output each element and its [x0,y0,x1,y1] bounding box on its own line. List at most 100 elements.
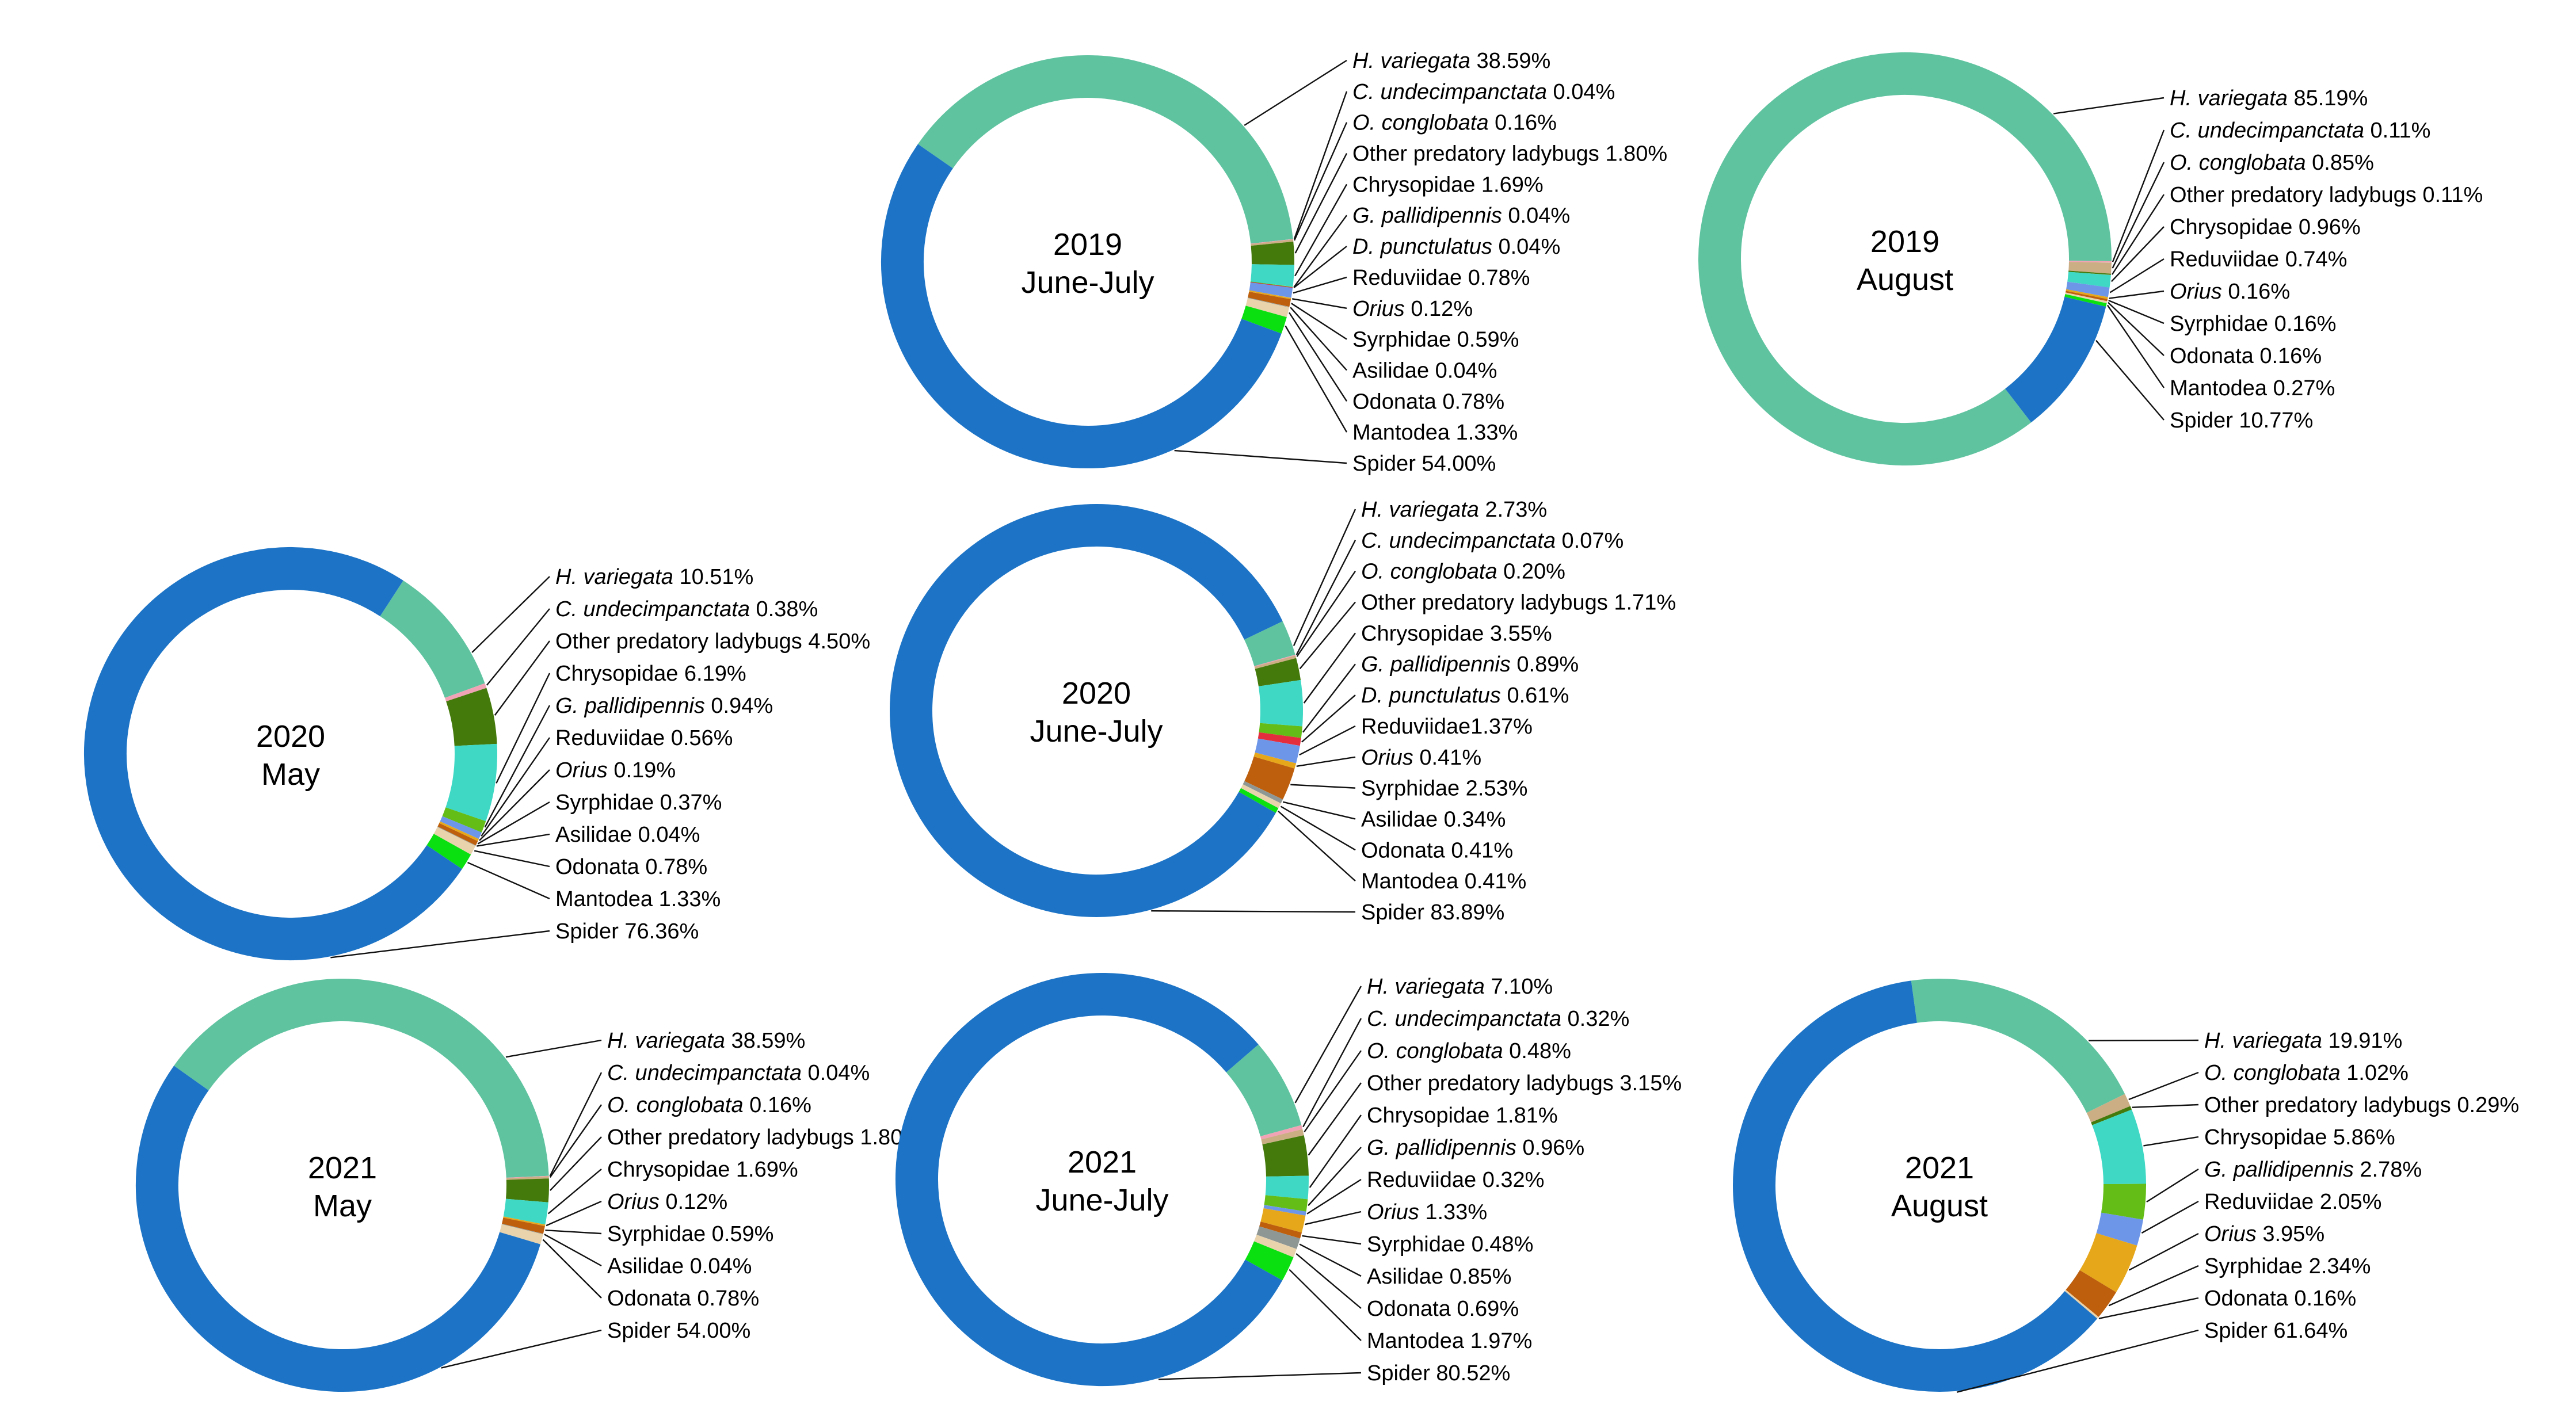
slice-label-orius: Orius 0.19% [555,758,676,782]
slice-label-orius: Orius 0.12% [607,1190,727,1214]
slice-label-name: Mantodea [1352,421,1450,445]
slice-label-value: 0.96% [2292,215,2360,239]
leader-line-mantodea [1278,811,1355,881]
chart-title-period: June-July [1035,1183,1168,1217]
slice-label-chrysopidae: Chrysopidae 1.69% [1352,173,1544,197]
slice-label-reduviidae: Reduviidae 0.78% [1352,266,1530,290]
slice-label-other_ladybugs: Other predatory ladybugs 3.15% [1367,1071,1682,1095]
slice-label-name: Other predatory ladybugs [2204,1093,2451,1117]
slice-label-value: 2.78% [2354,1158,2422,1182]
leader-line-odonata [474,851,550,866]
slice-label-value: 1.81% [1489,1104,1557,1128]
leader-line-chrysopidae [496,673,550,783]
donut-slice-g_pallidipennis [1280,725,1281,735]
slice-label-mantodea: Mantodea 0.41% [1361,869,1526,894]
slice-label-h_variegata: H. variegata 2.73% [1361,498,1547,522]
slice-label-reduviidae: Reduviidae 0.74% [2170,247,2347,272]
slice-label-name: H. variegata [2170,86,2288,110]
donut-slice-g_pallidipennis [2122,1184,2125,1216]
slice-label-name: O. conglobata [2204,1061,2341,1085]
slice-label-odonata: Odonata 0.16% [2204,1286,2356,1311]
slice-label-h_variegata: H. variegata 19.91% [2204,1029,2402,1053]
donut-slice-mantodea [1262,311,1266,326]
slice-label-name: Chrysopidae [607,1158,730,1182]
slice-label-g_pallidipennis: G. pallidipennis 2.78% [2204,1158,2422,1182]
donut-slice-h_variegata [1914,1000,2106,1104]
leader-line-odonata [1281,807,1355,850]
slice-label-value: 0.89% [1511,652,1579,677]
donut-slice-c_undecimpanctata [1281,1131,1282,1134]
chart-title-year: 2021 [1905,1151,1974,1185]
slice-label-name: Spider [2170,409,2233,433]
slice-label-value: 5.86% [2327,1125,2395,1150]
slice-label-syrphidae: Syrphidae 2.34% [2204,1254,2371,1278]
leader-line-reduviidae [1300,726,1355,755]
slice-label-value: 0.41% [1458,869,1526,894]
slice-label-name: Odonata [2204,1286,2289,1311]
donut-slice-spider [911,525,1263,896]
slice-label-name: O. conglobata [1361,560,1497,584]
donut-slice-other_ladybugs [466,694,475,745]
slice-label-chrysopidae: Chrysopidae 6.19% [555,662,746,686]
leader-line-spider [2096,341,2164,420]
slice-label-value: 0.32% [1561,1007,1629,1031]
slice-label-value: 2.34% [2303,1254,2371,1278]
chart-title-year: 2021 [308,1151,377,1185]
donut-slice-h_variegata [935,77,1272,241]
chart-title-period: August [1857,262,1953,297]
slice-label-value: 0.04% [632,823,700,847]
slice-label-h_variegata: H. variegata 10.51% [555,565,753,589]
slice-label-name: Orius [555,758,608,782]
slice-label-syrphidae: Syrphidae 0.37% [555,791,722,815]
slice-label-value: 1.37% [1470,715,1533,739]
slice-label-name: Odonata [555,855,640,879]
slice-label-name: Reduviidae [1352,266,1462,290]
slice-label-name: G. pallidipennis [555,694,705,718]
slice-label-g_pallidipennis: G. pallidipennis 0.89% [1361,652,1579,677]
leader-line-g_pallidipennis [1303,664,1355,732]
slice-label-name: C. undecimpanctata [555,597,750,621]
leader-line-mantodea [1289,1270,1361,1341]
leader-line-spider [1175,451,1347,463]
donut-slice-mantodea [2085,299,2086,301]
slice-label-value: 0.59% [706,1222,773,1246]
slice-label-name: Orius [2170,280,2222,304]
slice-label-value: 0.78% [639,855,707,879]
donut-canvas-2021-august: H. variegata 19.91%O. conglobata 1.02%Ot… [1727,946,2576,1424]
slice-label-name: C. undecimpanctata [607,1061,802,1085]
slice-label-syrphidae: Syrphidae 0.48% [1367,1232,1533,1257]
slice-label-value: 0.04% [1429,358,1497,383]
slice-label-name: H. variegata [2204,1029,2322,1053]
slice-label-name: Spider [555,919,619,944]
slice-label-name: Mantodea [555,887,653,911]
slice-label-c_undecimpanctata: C. undecimpanctata 0.07% [1361,529,1624,553]
donut-slice-syrphidae [1280,1227,1282,1232]
slice-label-value: 0.41% [1445,838,1513,862]
slice-label-value: 0.16% [2254,344,2322,368]
slice-label-orius: Orius 0.16% [2170,280,2290,304]
slice-label-name: C. undecimpanctata [1352,80,1547,104]
slice-label-reduviidae: Reduviidae 0.32% [1367,1168,1544,1192]
slice-label-c_undecimpanctata: C. undecimpanctata 0.11% [2170,119,2430,143]
slice-label-value: 0.04% [1492,235,1560,259]
slice-label-value: 0.20% [1497,560,1565,584]
slice-label-value: 1.33% [1419,1200,1487,1224]
slice-label-value: 0.32% [1476,1168,1544,1192]
slice-label-other_ladybugs: Other predatory ladybugs 0.29% [2204,1093,2519,1117]
slice-label-value: 83.89% [1424,900,1504,925]
slice-label-value: 54.00% [670,1319,750,1343]
donut-slice-chrysopidae [524,1201,527,1221]
slice-label-name: G. pallidipennis [1352,204,1502,228]
donut-slice-other_ladybugs [2110,1114,2112,1117]
slice-label-name: Chrysopidae [2204,1125,2327,1150]
slice-label-value: 0.41% [1413,746,1481,770]
slice-label-value: 0.48% [1503,1039,1571,1063]
slice-label-value: 0.78% [1436,390,1504,414]
donut-chart-2020-june-july: H. variegata 2.73% C. undecimpanctata 0.0… [883,472,1862,949]
slice-label-other_ladybugs: Other predatory ladybugs 4.50% [555,629,870,654]
leader-line-c_undecimpanctata [487,609,550,685]
slice-label-name: Asilidae [1361,807,1438,831]
leader-line-other_ladybugs [550,1137,601,1190]
slice-label-orius: Orius 0.12% [1352,297,1473,321]
